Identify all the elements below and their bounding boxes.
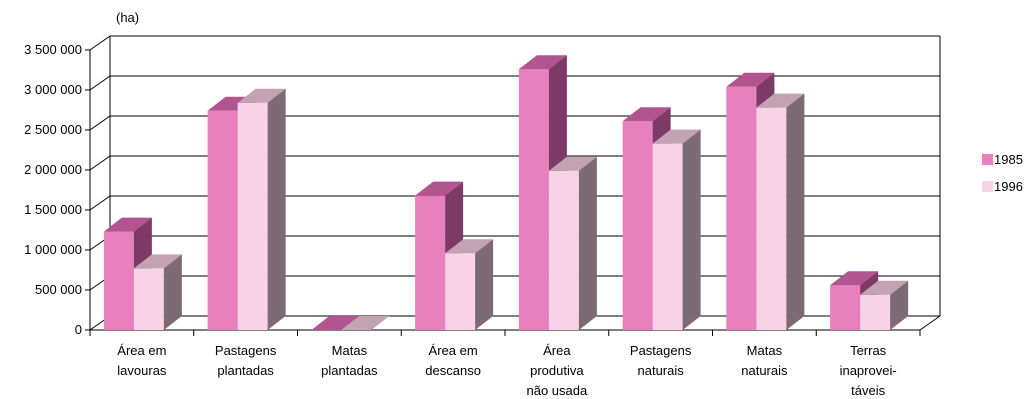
bar-front-face <box>415 195 446 330</box>
bar-1996-4 <box>548 156 597 330</box>
bar-front-face <box>133 268 164 330</box>
x-category-label: Matas naturais <box>741 343 788 378</box>
y-tick-label: 3 000 000 <box>24 82 82 97</box>
bar-top-face <box>622 107 671 122</box>
legend-swatch-1985 <box>982 154 993 165</box>
x-category-label: Área em descanso <box>425 343 481 378</box>
bar-1996-2 <box>341 316 390 330</box>
bar-side-face <box>267 88 286 330</box>
bar-front-face <box>756 107 787 330</box>
bar-top-face <box>548 156 597 171</box>
side-wall-tick <box>89 155 111 171</box>
bar-top-face <box>445 239 494 254</box>
x-category-label: Pastagens naturais <box>630 343 692 378</box>
bar-front-face <box>103 231 134 330</box>
bar-top-face <box>518 55 567 70</box>
bar-front-face <box>652 143 683 330</box>
bar-front-face <box>726 86 757 330</box>
y-tick-label: 2 500 000 <box>24 122 82 137</box>
bar-side-face <box>682 129 701 330</box>
side-wall-tick <box>89 115 111 131</box>
bar-top-face <box>237 88 286 103</box>
bar-top-face <box>341 316 390 330</box>
y-tick-label: 1 500 000 <box>24 202 82 217</box>
y-tick-label: 3 500 000 <box>24 42 82 57</box>
bars-layer <box>103 55 909 331</box>
bar-top-face <box>415 181 464 196</box>
bar-top-face <box>652 129 701 144</box>
side-wall-tick <box>89 195 111 211</box>
bar-side-face <box>890 280 909 330</box>
bar-front-face <box>860 294 891 330</box>
x-category-label: Área em lavouras <box>117 343 167 378</box>
legend: 1985 1996 <box>982 152 1023 194</box>
legend-label-1985: 1985 <box>994 152 1023 167</box>
bar-side-face <box>786 93 805 330</box>
bar-1985-2 <box>311 316 360 330</box>
bar-top-face <box>726 72 775 87</box>
floor-right-edge <box>919 315 941 331</box>
y-tick-label: 2 000 000 <box>24 162 82 177</box>
side-wall-tick <box>89 35 111 51</box>
y-tick-label: 1 000 000 <box>24 242 82 257</box>
bar-side-face <box>163 254 182 330</box>
bar-front-face <box>445 253 476 330</box>
bar-front-face <box>830 285 861 330</box>
bar-front-face <box>518 69 549 330</box>
bar-1996-3 <box>445 239 494 330</box>
x-category-label: Terras inaprovei-táveis <box>840 343 897 398</box>
bar-top-face <box>830 271 879 286</box>
legend-label-1996: 1996 <box>994 179 1023 194</box>
bar-top-face <box>133 254 182 269</box>
side-wall-tick <box>89 75 111 91</box>
bar-side-face <box>578 156 597 330</box>
y-unit-label: (ha) <box>116 10 139 25</box>
bar-1996-0 <box>133 254 182 330</box>
legend-swatch-1996 <box>982 181 993 192</box>
x-category-label: Pastagens plantadas <box>215 343 277 378</box>
y-tick-label: 500 000 <box>35 282 82 297</box>
bar-top-face <box>756 93 805 108</box>
bar-1996-6 <box>756 93 805 330</box>
bar-side-face <box>475 239 494 330</box>
x-category-label: Área produtiva não usada <box>527 343 588 398</box>
bar-1996-7 <box>860 280 909 330</box>
bar-top-face <box>311 316 360 330</box>
bar-front-face <box>237 102 268 330</box>
labels-layer: 0 500 000 1 000 000 1 500 000 2 000 000 2 500… <box>24 42 897 398</box>
x-category-label: Matas plantadas <box>321 343 378 378</box>
bar-top-face <box>103 217 152 232</box>
bar-front-face <box>207 110 238 330</box>
bar-1996-5 <box>652 129 701 330</box>
bar-front-face <box>548 170 579 330</box>
bar-1996-1 <box>237 88 286 330</box>
bar-top-face <box>860 280 909 295</box>
y-tick-label: 0 <box>75 322 82 337</box>
bar-front-face <box>622 121 653 330</box>
